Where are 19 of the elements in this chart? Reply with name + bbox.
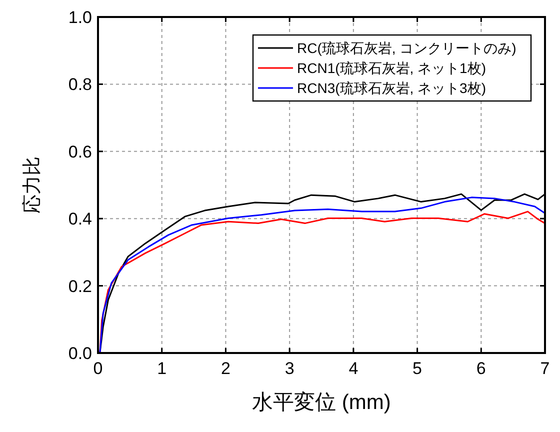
x-tick-label: 3 bbox=[284, 359, 294, 378]
legend-label: RC(琉球石灰岩, コンクリートのみ) bbox=[297, 40, 516, 56]
x-tick-label: 1 bbox=[157, 359, 167, 378]
legend-label: RCN1(琉球石灰岩, ネット1枚) bbox=[297, 60, 486, 76]
y-tick-label: 0.0 bbox=[68, 344, 92, 363]
x-tick-label: 7 bbox=[540, 359, 550, 378]
y-tick-label: 0.2 bbox=[68, 276, 92, 296]
y-tick-label: 0.6 bbox=[68, 142, 92, 162]
x-tick-label: 5 bbox=[412, 359, 422, 378]
x-tick-label: 0 bbox=[93, 359, 103, 378]
y-tick-label: 0.4 bbox=[68, 210, 92, 229]
y-tick-label: 0.8 bbox=[68, 75, 92, 94]
x-tick-label: 2 bbox=[220, 359, 230, 378]
x-tick-label: 4 bbox=[348, 359, 358, 378]
y-axis-title: 応力比 bbox=[21, 156, 43, 214]
y-tick-label: 1.0 bbox=[68, 8, 92, 27]
x-axis-title: 水平変位 (mm) bbox=[252, 391, 391, 414]
legend-label: RCN3(琉球石灰岩, ネット3枚) bbox=[297, 80, 486, 96]
x-tick-label: 6 bbox=[476, 359, 486, 378]
